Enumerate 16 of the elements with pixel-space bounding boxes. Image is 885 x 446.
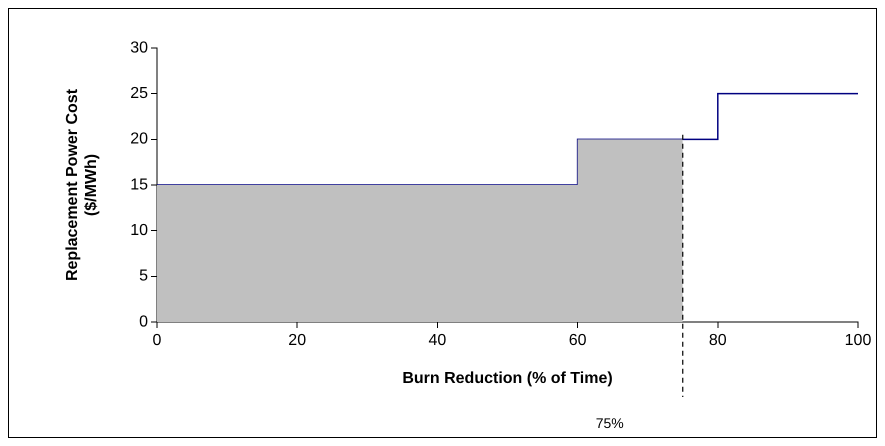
- x-tick-label: 80: [708, 332, 727, 350]
- x-axis-title: Burn Reduction (% of Time): [402, 370, 613, 387]
- y-tick-label: 0: [139, 313, 148, 330]
- y-tick-label: 5: [139, 268, 148, 285]
- y-tick-label: 10: [130, 222, 148, 240]
- y-tick-label: 20: [130, 130, 148, 148]
- y-axis-title: Replacement Power Cost ($/MWh): [64, 88, 100, 282]
- y-tick-label: 30: [130, 39, 148, 56]
- y-tick-label: 15: [130, 176, 148, 194]
- x-tick-label: 20: [288, 332, 306, 350]
- x-tick-label: 40: [428, 332, 446, 350]
- x-tick-label: 100: [844, 332, 872, 350]
- ref-line-label: 75%: [596, 414, 624, 431]
- y-tick-label: 25: [130, 85, 148, 102]
- x-tick-label: 60: [568, 332, 587, 350]
- x-tick-label: 0: [152, 332, 162, 350]
